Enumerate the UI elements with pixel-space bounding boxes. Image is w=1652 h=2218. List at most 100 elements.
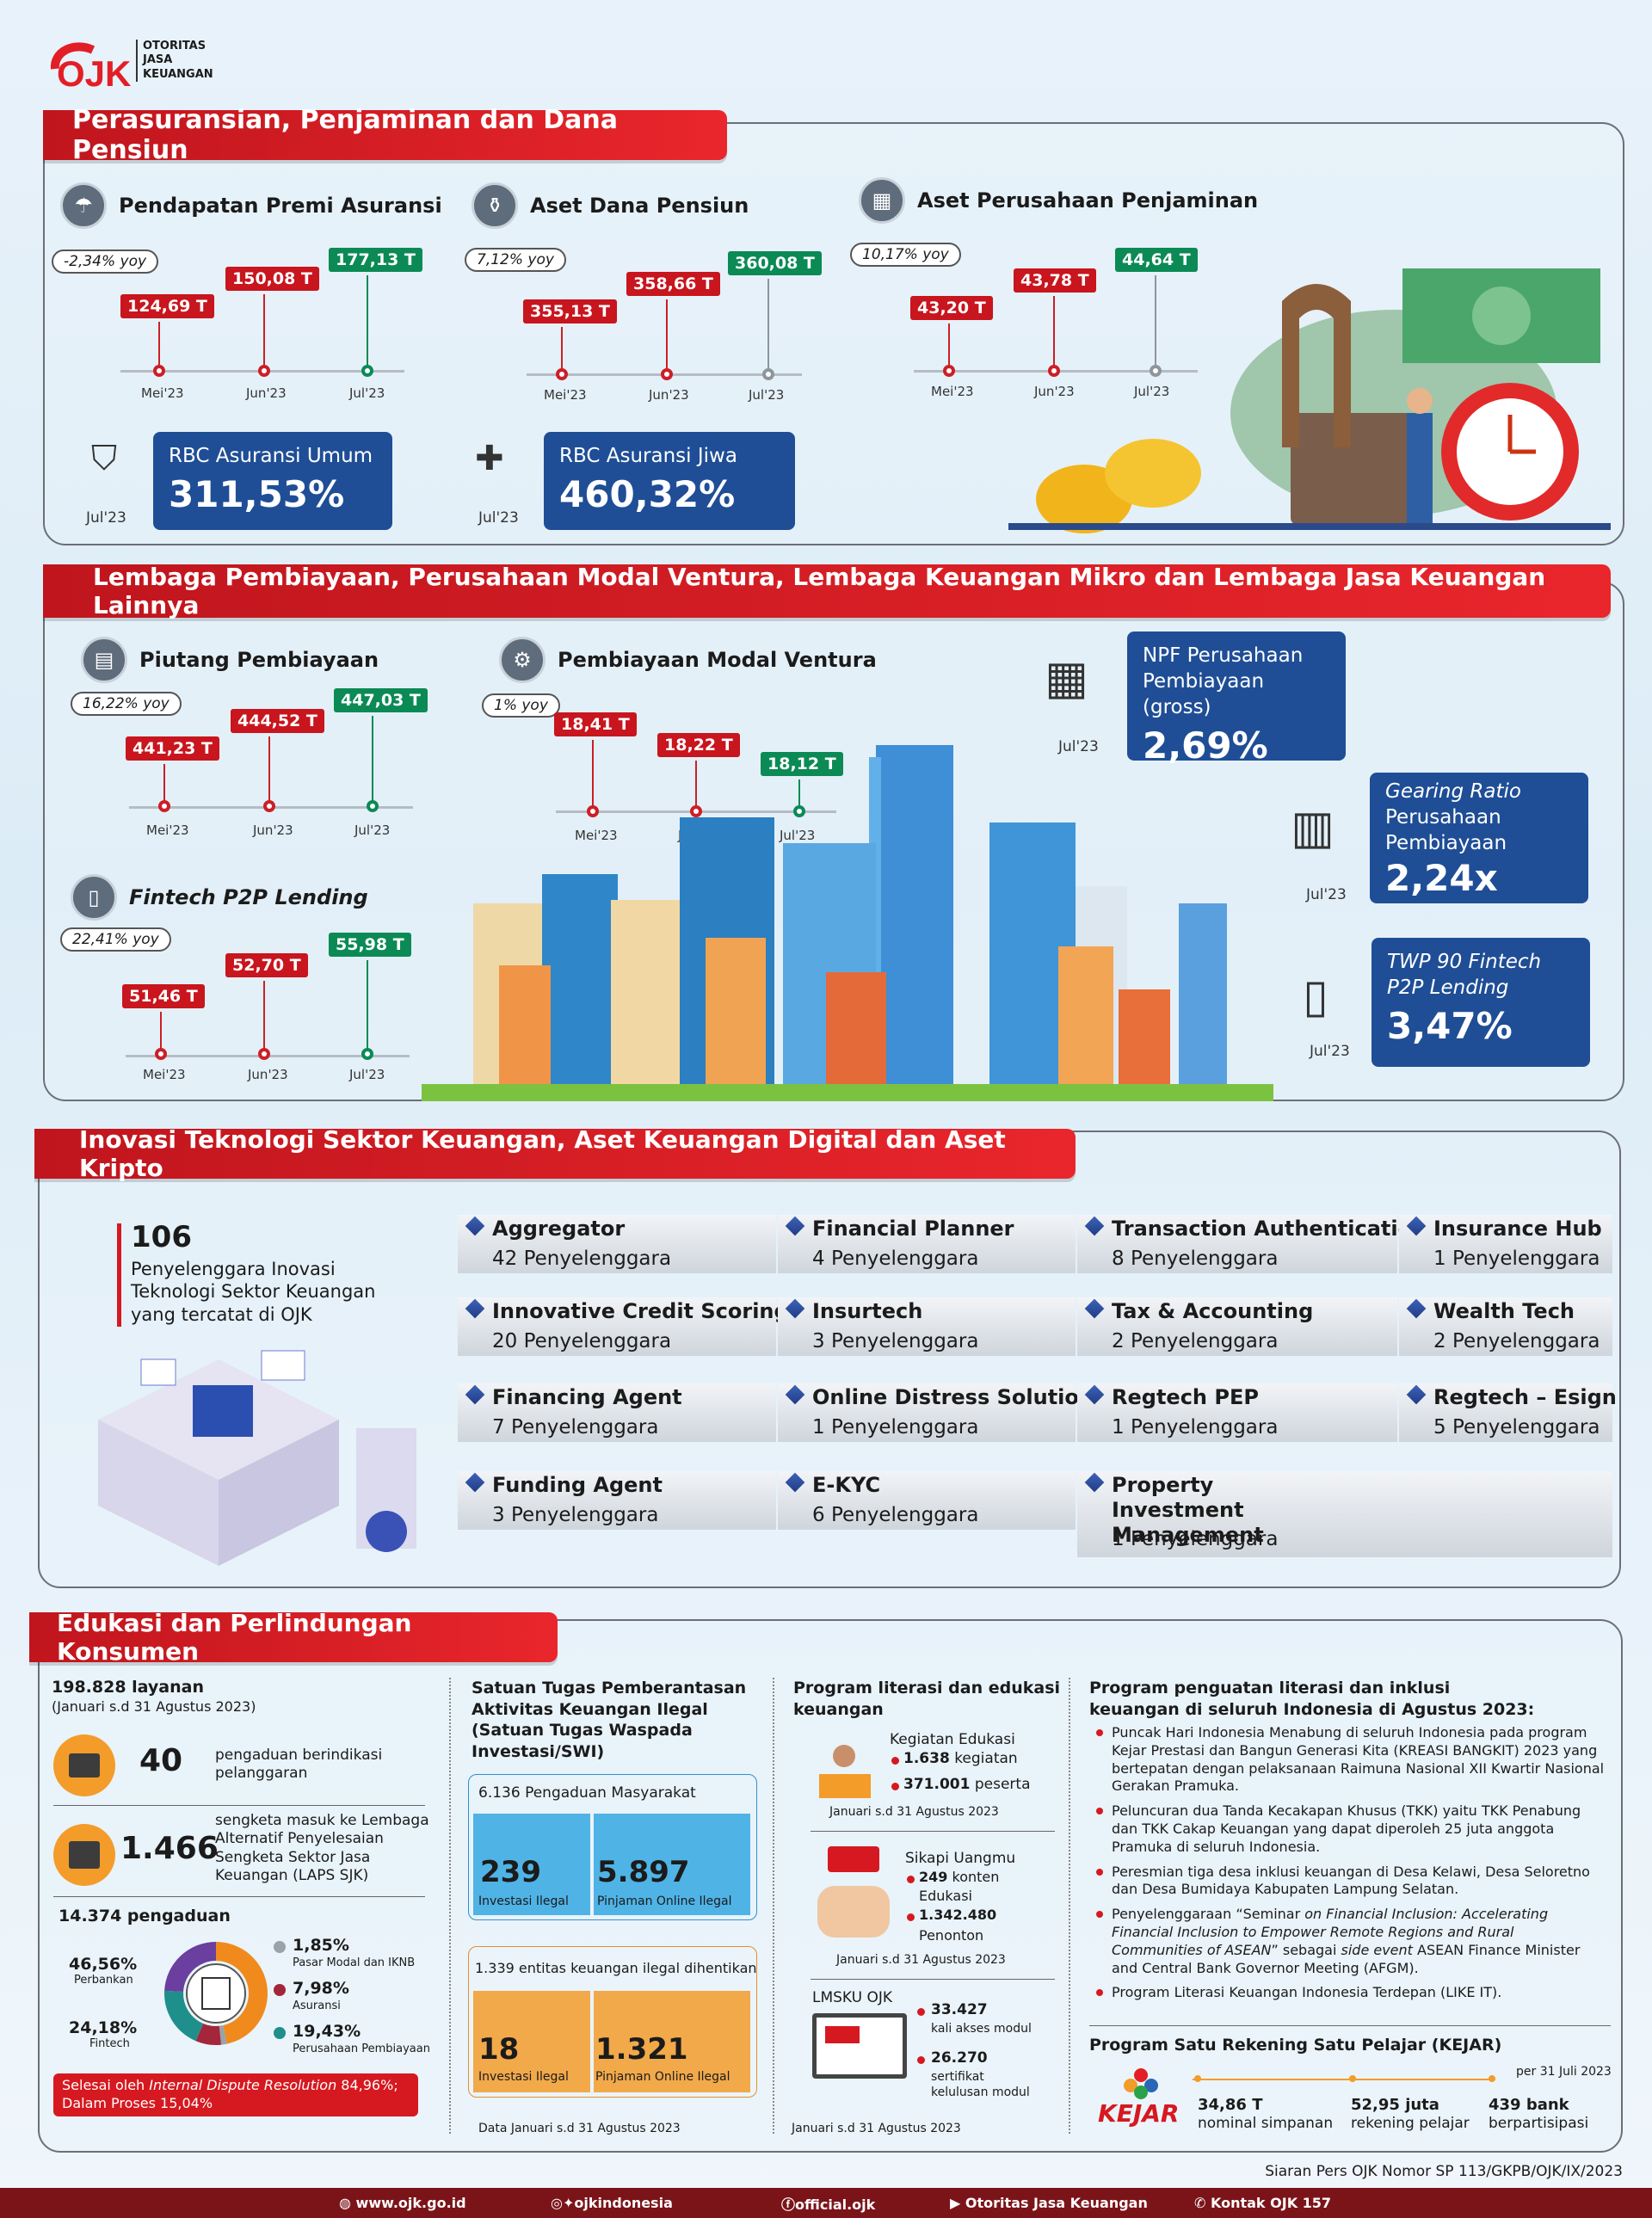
program-item: side event <box>1341 1941 1413 1958</box>
innovation-name: Transaction Authentication <box>1112 1217 1427 1241</box>
layanan-period: (Januari s.d 31 Agustus 2023) <box>52 1698 256 1715</box>
idr-text: Selesai oleh <box>62 2077 150 2093</box>
penjamin-value-jul: 44,64 T <box>1115 248 1198 272</box>
footer-contact[interactable]: ✆ Kontak OJK 157 <box>1194 2195 1331 2211</box>
m2-label-2: kelulusan modul <box>931 2086 1030 2099</box>
insurance-icon: ☂ <box>60 182 107 229</box>
swi-title: Investasi/SWI) <box>472 1742 605 1762</box>
premi-value-may: 124,69 T <box>120 294 214 318</box>
m2-label: sertifikat <box>931 2070 984 2084</box>
press-release-number: Siaran Pers OJK Nomor SP 113/GKPB/OJK/IX… <box>1265 2163 1623 2180</box>
briefcase-icon <box>53 1734 115 1796</box>
c1-desc: pengaduan berindikasi pelanggaran <box>215 1747 383 1783</box>
kejar-v3: 439 bank <box>1489 2096 1569 2114</box>
city-illustration <box>422 745 1273 1101</box>
layanan-total: 198.828 layanan <box>52 1678 204 1697</box>
m2-num: 26.270 <box>931 2049 988 2067</box>
innovation-total: 106 <box>131 1220 192 1254</box>
innovation-count: 3 Penyelenggara <box>812 1330 979 1352</box>
innovation-name: Financial Planner <box>812 1217 1014 1241</box>
kegiatan-label: Kegiatan Edukasi <box>890 1731 1015 1748</box>
npf-value: 2,69% <box>1143 724 1268 767</box>
rbc-jiwa-value: 460,32% <box>559 472 736 515</box>
footer: ◍ www.ojk.go.id ◎✦ojkindonesia ⓕofficial… <box>0 2188 1652 2218</box>
lmsku-period: Januari s.d 31 Agustus 2023 <box>792 2122 961 2135</box>
k2-label: peserta <box>974 1776 1031 1793</box>
month-label: Jun'23 <box>253 823 293 838</box>
twp-label-2: P2P Lending <box>1387 976 1509 999</box>
footer-contact-text: Kontak OJK 157 <box>1210 2195 1332 2211</box>
program-item: Penyelenggaraan “Seminar <box>1112 1906 1305 1923</box>
twp-period: Jul'23 <box>1310 1043 1350 1060</box>
footer-youtube[interactable]: ▶ Otoritas Jasa Keuangan <box>950 2195 1148 2211</box>
lmsku-label: LMSKU OJK <box>812 1989 893 2006</box>
ventura-value-jul: 18,12 T <box>761 752 843 776</box>
rbc-jiwa-card: RBC Asuransi Jiwa 460,32% <box>544 432 795 530</box>
idr-text: 84,96%; <box>336 2077 398 2093</box>
premi-value-jul: 177,13 T <box>329 248 422 272</box>
swi-b1-label: Investasi Ilegal <box>478 2070 569 2084</box>
logo-line: JASA <box>143 53 173 67</box>
month-label: Jul'23 <box>349 385 385 401</box>
donut-label: Asuransi <box>293 1999 341 2012</box>
month-label: Jun'23 <box>248 1067 288 1082</box>
court-icon <box>53 1824 115 1886</box>
p2p-value-jun: 52,70 T <box>225 953 308 977</box>
innovation-name: Insurance Hub <box>1433 1217 1602 1241</box>
rbc-umum-period: Jul'23 <box>86 509 126 527</box>
swi-b1-num: 18 <box>478 2032 520 2067</box>
innovation-desc: yang tercatat di OJK <box>131 1303 312 1325</box>
phone-icon: ✆ <box>1194 2195 1211 2211</box>
rbc-umum-value: 311,53% <box>169 472 345 515</box>
program-item: Puncak Hari Indonesia Menabung di seluru… <box>1112 1724 1605 1795</box>
ventura-title: Pembiayaan Modal Ventura <box>558 648 877 672</box>
innovation-name: Innovative Credit Scoring <box>492 1299 789 1323</box>
penjamin-header: ▦ Aset Perusahaan Penjaminan <box>859 177 1258 224</box>
swi-b2-num: 1.321 <box>595 2032 688 2067</box>
innovation-name: Regtech PEP <box>1112 1385 1259 1409</box>
month-label: Jun'23 <box>1034 384 1075 399</box>
teacher-icon <box>814 1740 883 1808</box>
innovation-count: 1 Penyelenggara <box>1433 1248 1600 1270</box>
ventura-yoy: 1% yoy <box>482 693 560 718</box>
innovation-count: 4 Penyelenggara <box>812 1248 979 1270</box>
innovation-count: 1 Penyelenggara <box>1112 1528 1279 1550</box>
innovation-tile <box>458 1471 776 1530</box>
c2-num: 1.466 <box>120 1831 219 1866</box>
rbc-umum-card: RBC Asuransi Umum 311,53% <box>153 432 392 530</box>
svg-text:OJK: OJK <box>57 53 131 94</box>
month-label: Mei'23 <box>575 828 618 843</box>
dapen-header: ⚱ Aset Dana Pensiun <box>472 182 749 229</box>
phone-icon: ▯ <box>1303 969 1328 1023</box>
footer-facebook[interactable]: ⓕofficial.ojk <box>781 2193 875 2214</box>
section-pembiayaan-title: Lembaga Pembiayaan, Perusahaan Modal Ven… <box>43 563 1611 619</box>
gearing-period: Jul'23 <box>1306 886 1347 903</box>
donut-slice <box>219 2025 227 2045</box>
logo-line: KEUANGAN <box>143 67 213 81</box>
month-label: Jul'23 <box>1134 384 1170 399</box>
donut-slice <box>195 2023 221 2045</box>
kejar-v1: 34,86 T <box>1198 2096 1263 2114</box>
month-label: Jul'23 <box>749 387 785 403</box>
piutang-header: ▤ Piutang Pembiayaan <box>81 637 379 683</box>
idr-note: Selesai oleh Internal Dispute Resolution… <box>53 2073 418 2116</box>
k2-num: 371.001 <box>903 1776 971 1793</box>
donut-label: Pasar Modal dan IKNB <box>293 1956 416 1969</box>
innovation-tile <box>778 1383 1076 1442</box>
swi-b2-card <box>594 1991 750 2092</box>
sikapi-period: Januari s.d 31 Agustus 2023 <box>836 1953 1006 1967</box>
twitter-icon: ✦ <box>562 2195 575 2211</box>
innovation-tile <box>458 1297 776 1356</box>
logo-line: OTORITAS <box>143 40 206 52</box>
donut-label: Fintech <box>89 2037 130 2050</box>
kejar-as-of: per 31 Juli 2023 <box>1516 2065 1612 2079</box>
swi-title: Aktivitas Keuangan Ilegal <box>472 1699 708 1719</box>
gearing-value: 2,24x <box>1385 856 1498 899</box>
rbc-jiwa-label: RBC Asuransi Jiwa <box>559 445 737 467</box>
footer-social[interactable]: ◎✦ojkindonesia <box>551 2195 673 2211</box>
sikapi-uangmu-icon <box>816 1843 893 1946</box>
npf-period: Jul'23 <box>1058 738 1099 755</box>
idr-text: Internal Dispute Resolution <box>149 2077 337 2093</box>
innovation-name: E-KYC <box>812 1473 881 1497</box>
footer-web[interactable]: ◍ www.ojk.go.id <box>339 2195 466 2211</box>
